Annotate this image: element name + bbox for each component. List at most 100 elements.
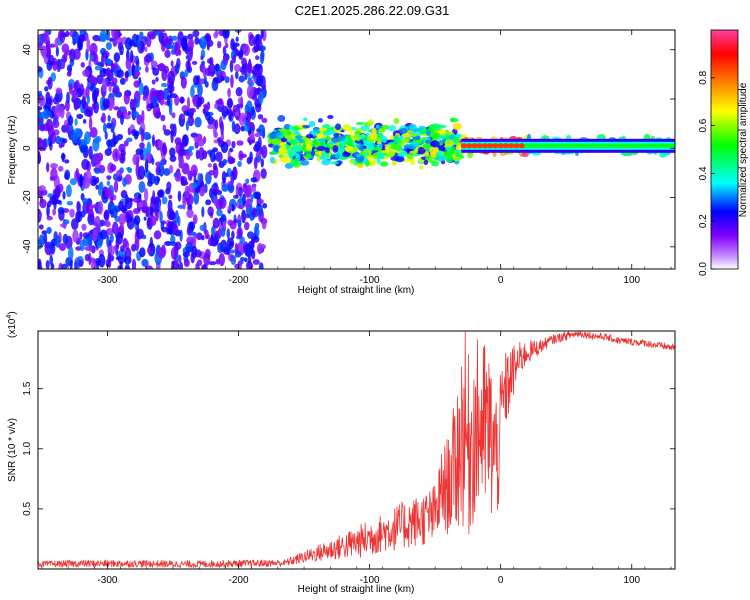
spectrogram-cell — [74, 260, 79, 269]
spectrogram-cell — [442, 134, 448, 138]
spectrogram-cell — [71, 89, 78, 100]
spectrogram-cell — [250, 129, 255, 141]
x-tick-label: 100 — [623, 275, 640, 286]
spectrogram-cell — [437, 150, 443, 156]
spectrogram-cell — [139, 153, 144, 161]
spectrogram-cell — [244, 257, 248, 263]
spectrogram-cell — [42, 138, 47, 151]
spectrogram-cell — [429, 141, 437, 146]
spectrogram-cell — [262, 202, 268, 209]
spectrogram-cell — [194, 116, 202, 128]
y-tick-label: 1.5 — [22, 381, 33, 395]
spectrogram-cell — [227, 156, 234, 165]
spectrogram-cell — [84, 170, 92, 184]
spectrogram-cell — [192, 95, 199, 105]
spectrogram-cell — [205, 111, 211, 121]
spectrogram-cell — [393, 135, 400, 144]
spectrogram-cell — [133, 66, 142, 71]
spectrogram-cell — [103, 209, 110, 222]
spectrogram-cell — [160, 221, 165, 231]
spectrogram-cell — [254, 63, 262, 71]
spectrogram-cell — [62, 233, 69, 245]
spectrogram-cell — [419, 165, 424, 170]
spectrogram-cell — [54, 104, 62, 118]
spectrogram-cell — [170, 129, 174, 144]
spectrogram-cell — [79, 173, 83, 188]
spectrogram-cell — [93, 53, 99, 65]
spectrogram-cell — [231, 203, 235, 212]
spectrogram-cell — [181, 37, 188, 51]
spectrogram-cell — [425, 139, 430, 144]
spectrogram-cell — [98, 253, 106, 268]
spectrogram-cell — [81, 158, 90, 170]
spectrogram-cell — [247, 263, 254, 269]
spectrogram-cell — [86, 94, 91, 105]
spectrogram-cell — [127, 110, 132, 116]
spectrogram-cell — [195, 262, 200, 269]
spectrogram-cell — [318, 150, 323, 157]
spectrogram-cell — [198, 147, 205, 161]
spectrogram-cell — [302, 117, 308, 121]
y-tick-label: 0.5 — [22, 502, 33, 516]
spectrogram-cell — [232, 54, 236, 64]
spectrogram-cell — [133, 80, 140, 88]
spectrogram-cell — [43, 232, 48, 245]
spectrogram-cell — [217, 242, 224, 254]
spectrogram-cell — [99, 30, 108, 43]
spectrogram-cell — [123, 91, 130, 105]
spectrogram-cell — [182, 134, 189, 147]
spectrogram-cell — [260, 158, 265, 168]
spectrogram-cell — [76, 113, 84, 119]
spectrogram-cell — [172, 223, 179, 236]
spectrogram-cell — [212, 217, 220, 229]
spectrogram-cell — [59, 106, 65, 119]
spectrogram-cell — [313, 129, 321, 134]
spectrogram-cell — [492, 143, 499, 149]
spectrogram-cell — [70, 218, 79, 230]
spectrogram-cell — [121, 204, 127, 214]
spectrogram-cell — [165, 38, 174, 45]
spectrogram-cell — [152, 190, 156, 204]
spectrogram-cells — [38, 30, 675, 269]
spectrogram-cell — [155, 77, 159, 82]
spectrogram-cell — [167, 70, 176, 85]
spectrogram-cell — [64, 172, 69, 180]
snr-x-ticks: -300 -200 -100 0 100 — [41, 331, 672, 586]
spectrogram-cell — [81, 223, 87, 231]
spectrogram-cell — [74, 118, 78, 126]
spectrogram-cell — [218, 253, 226, 267]
spectrogram-cell — [201, 235, 205, 241]
spectrogram-cell — [171, 35, 178, 41]
spectrogram-cell — [448, 151, 453, 159]
spectrogram-cell — [137, 201, 144, 208]
spectrogram-cell — [215, 30, 219, 37]
spectrogram-cell — [89, 42, 98, 56]
spectrogram-cell — [207, 124, 215, 130]
spectrogram-cell — [147, 180, 153, 187]
spectrogram-cell — [105, 227, 114, 236]
spectrogram-cell — [116, 169, 123, 177]
snr-y-axis-label: SNR (10 * v/v) — [7, 418, 18, 482]
colorbar-ticks: 0.0 0.2 0.4 0.6 0.8 — [698, 70, 715, 276]
spectrogram-cell — [261, 117, 268, 124]
spectrogram-cell — [388, 125, 396, 132]
spectrogram-cell — [186, 199, 191, 206]
spectrogram-cell — [107, 139, 113, 152]
spectrogram-cell — [52, 208, 57, 216]
spectrogram-cell — [425, 130, 431, 136]
spectrogram-cell — [52, 96, 59, 105]
spectrogram-cell — [248, 34, 256, 47]
spectrogram-cell — [274, 145, 280, 152]
spectrogram-cell — [38, 66, 43, 73]
spectrogram-cell — [44, 243, 52, 249]
spectrogram-cell — [192, 30, 200, 38]
spectrogram-cell — [111, 207, 118, 219]
spectrogram-cell — [372, 152, 380, 160]
spectrogram-cell — [60, 223, 67, 228]
spectrogram-cell — [234, 71, 239, 80]
spectrogram-cell — [237, 227, 243, 239]
spectrogram-cell — [234, 63, 241, 73]
spectrogram-cell — [203, 253, 211, 266]
spectrogram-cell — [46, 42, 50, 55]
spectrogram-cell — [230, 38, 235, 51]
